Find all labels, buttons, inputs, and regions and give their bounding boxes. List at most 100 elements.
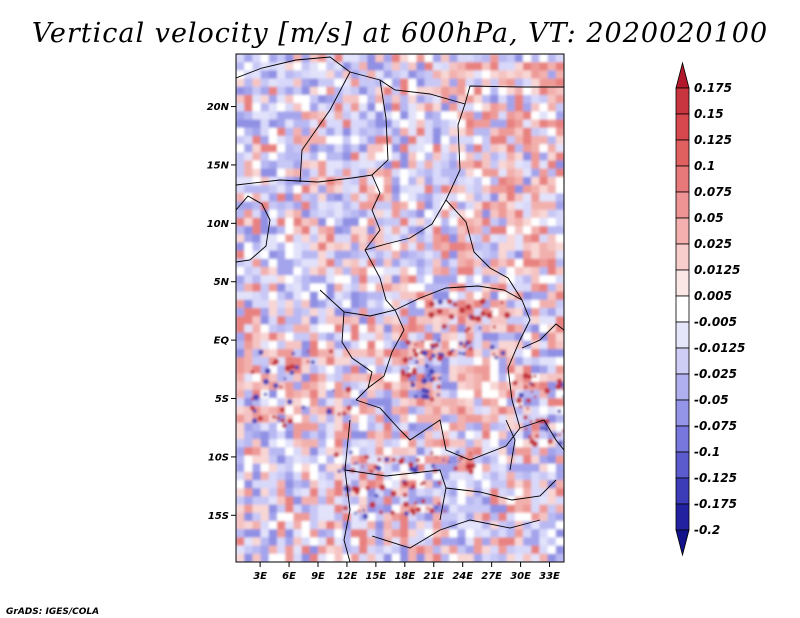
field-cell [342,127,352,137]
field-cell [375,471,385,481]
convective-cell [354,511,358,515]
field-cell [236,152,245,162]
field-cell [473,234,483,244]
convective-cell [332,389,335,392]
field-cell [391,553,401,562]
field-cell [268,70,278,80]
field-cell [432,86,442,96]
convective-cell [431,463,435,468]
field-cell [400,193,409,203]
field-cell [367,545,376,555]
field-cell [449,406,458,416]
field-cell [482,291,491,301]
field-cell [367,217,376,227]
field-cell [465,365,475,375]
convective-cell [448,313,455,320]
field-cell [449,316,458,325]
field-cell [268,127,278,137]
field-cell [277,185,286,194]
field-cell [457,414,467,424]
field-cell [285,389,294,399]
field-cell [555,193,564,203]
field-cell [531,111,540,121]
field-cell [449,373,458,383]
field-cell [236,455,245,465]
field-cell [342,529,352,539]
field-cell [506,414,516,424]
field-cell [236,463,245,473]
field-cell [449,217,458,227]
field-cell [449,430,458,440]
field-cell [547,512,557,522]
field-cell [334,275,344,285]
field-cell [359,144,368,153]
field-cell [457,430,467,440]
field-cell [514,111,524,121]
field-cell [465,512,475,522]
field-cell [416,332,426,342]
convective-cell [434,506,439,510]
field-cell [416,357,426,366]
field-cell [482,283,491,293]
x-axis: 3E 6E 9E 12E 15E 18E 21E 24E 27E 30E 33E [253,562,560,582]
field-cell [465,176,475,186]
field-cell [301,283,311,293]
field-cell [555,455,564,465]
field-cell [342,496,352,506]
field-cell [408,193,417,203]
field-cell [236,111,245,121]
field-cell [260,406,270,416]
field-cell [268,283,278,293]
field-cell [277,135,286,145]
field-cell [342,160,352,170]
field-cell [309,504,319,514]
field-cell [555,111,564,121]
field-cell [432,512,442,522]
field-cell [252,152,262,162]
field-cell [441,430,450,440]
field-cell [555,488,564,498]
field-cell [260,144,270,153]
field-cell [383,447,393,457]
field-cell [457,512,467,522]
field-cell [268,381,278,391]
field-cell [506,201,516,211]
field-cell [408,54,417,63]
field-cell [539,529,549,539]
field-cell [285,127,294,137]
field-cell [293,111,303,121]
field-cell [383,430,393,440]
field-cell [359,258,368,268]
field-cell [424,258,434,268]
field-cell [309,226,319,235]
field-cell [531,545,540,555]
field-cell [531,488,540,498]
field-cell [334,152,344,162]
convective-cell [434,455,438,459]
border-line [519,419,564,451]
field-cell [309,111,319,121]
field-cell [498,373,508,383]
field-cell [424,201,434,211]
convective-cell [466,326,471,331]
field-cell [383,504,393,514]
field-cell [408,348,417,358]
field-cell [342,340,352,350]
field-cell [391,226,401,235]
convective-cell [279,385,283,389]
field-cell [400,406,409,416]
field-cell [432,135,442,145]
field-cell [285,250,294,260]
field-cell [473,226,483,235]
field-cell [318,226,327,235]
field-cell [449,398,458,407]
x-tick-label: 12E [337,571,358,582]
field-cell [441,471,450,481]
convective-cell [480,310,486,317]
convective-cell [446,298,453,305]
field-cell [457,242,467,252]
field-cell [482,381,491,391]
field-cell [498,430,508,440]
field-cell [441,545,450,555]
field-cell [391,299,401,309]
